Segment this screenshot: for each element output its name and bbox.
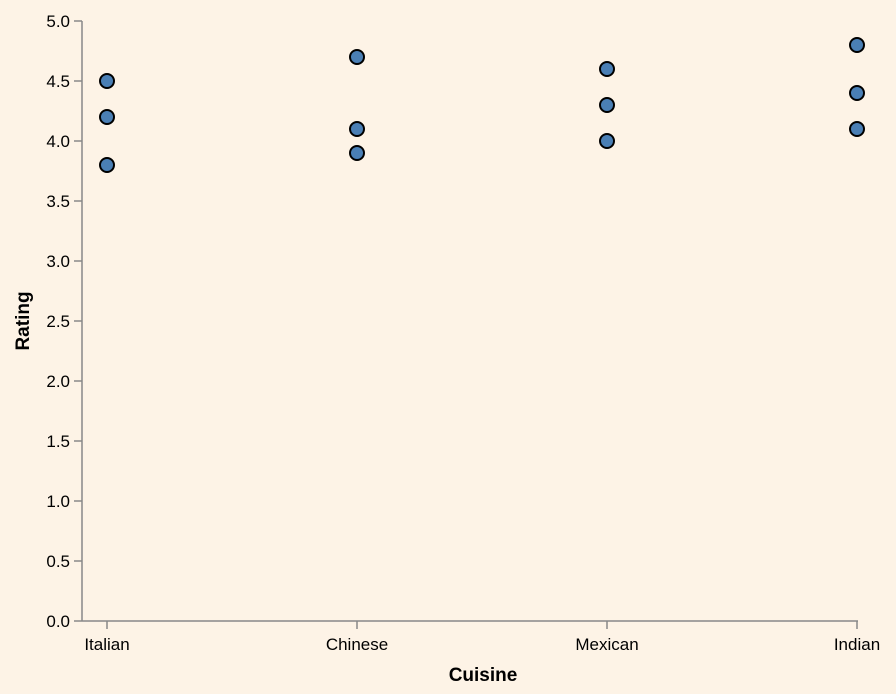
data-point-indian-10 (849, 85, 865, 101)
y-tick-label: 1.0 (46, 492, 70, 511)
y-tick-label: 3.5 (46, 192, 70, 211)
x-axis: Italian Chinese Mexican Indian (82, 620, 880, 654)
x-tick-label-chinese: Chinese (326, 635, 388, 654)
y-axis: 0.0 0.5 1.0 1.5 2.0 2.5 3.0 3.5 4.0 4.5 5.0 (46, 12, 83, 631)
data-point-indian-11 (849, 121, 865, 137)
data-point-italian-2 (99, 157, 115, 173)
y-tick-label: 3.0 (46, 252, 70, 271)
x-tick-label-indian: Indian (834, 635, 880, 654)
data-points (99, 37, 865, 173)
y-tick-label: 2.0 (46, 372, 70, 391)
y-tick-label: 5.0 (46, 12, 70, 31)
data-point-italian-0 (99, 73, 115, 89)
data-point-chinese-3 (349, 49, 365, 65)
data-point-mexican-6 (599, 61, 615, 77)
x-axis-title: Cuisine (449, 665, 518, 686)
y-tick-label: 0.5 (46, 552, 70, 571)
y-tick-label: 4.0 (46, 132, 70, 151)
x-tick-label-italian: Italian (84, 635, 129, 654)
y-tick-label: 0.0 (46, 612, 70, 631)
data-point-italian-1 (99, 109, 115, 125)
y-tick-label: 4.5 (46, 72, 70, 91)
data-point-mexican-7 (599, 97, 615, 113)
x-tick-label-mexican: Mexican (575, 635, 638, 654)
data-point-indian-9 (849, 37, 865, 53)
data-point-mexican-8 (599, 133, 615, 149)
data-point-chinese-4 (349, 121, 365, 137)
y-tick-label: 1.5 (46, 432, 70, 451)
y-tick-label: 2.5 (46, 312, 70, 331)
data-point-chinese-5 (349, 145, 365, 161)
y-axis-title: Rating (13, 291, 34, 350)
